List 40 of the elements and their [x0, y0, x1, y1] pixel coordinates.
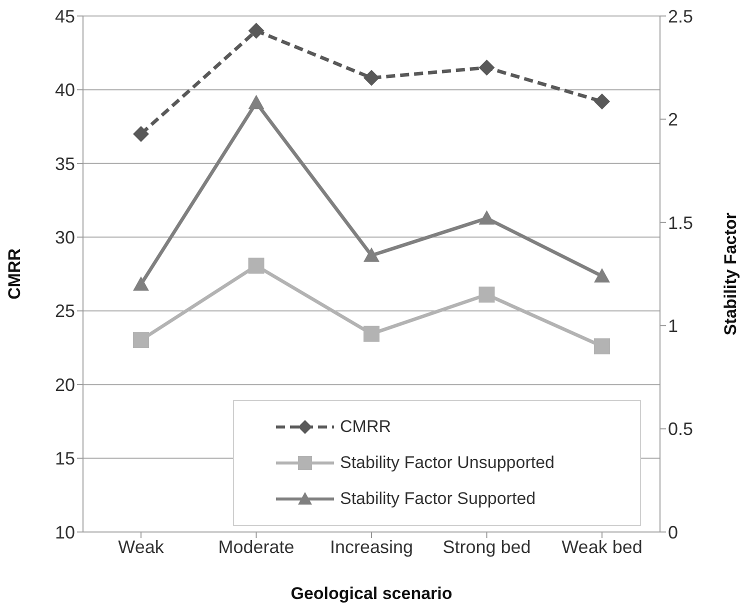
point	[248, 94, 264, 110]
y2-tick-label: 0.5	[668, 419, 694, 440]
y2-axis-title: Stability Factor	[721, 212, 740, 336]
x-tick-label: Moderate	[218, 536, 294, 557]
point	[248, 22, 264, 39]
point	[478, 286, 495, 303]
point	[133, 126, 149, 142]
y-tick-label: 15	[54, 448, 75, 469]
x-tick-label: Strong bed	[442, 536, 531, 557]
x-tick-label: Weak bed	[562, 536, 642, 557]
point	[364, 70, 380, 86]
point	[248, 258, 264, 274]
x-axis-title: Geological scenario	[290, 584, 452, 603]
point	[594, 268, 610, 282]
y-tick-label: 20	[54, 374, 75, 395]
y2-tick-label: 2	[668, 110, 678, 130]
point	[594, 338, 610, 354]
y-tick-label: 25	[54, 301, 75, 322]
point	[594, 94, 610, 110]
y-tick-label: 45	[54, 6, 75, 26]
legend-label: Stability Factor Supported	[340, 489, 536, 509]
y-tick-label: 40	[54, 80, 75, 100]
x-tick-label: Weak	[118, 536, 165, 557]
point	[364, 247, 380, 262]
legend-label: Stability Factor Unsupported	[340, 453, 554, 473]
point	[133, 332, 149, 348]
y-tick-label: 10	[54, 522, 75, 542]
x-tick-label: Increasing	[330, 536, 414, 557]
y-axis-title: CMRR	[5, 248, 24, 300]
point	[364, 326, 380, 342]
y-tick-label: 35	[54, 154, 75, 174]
y2-tick-label: 2.5	[668, 6, 694, 26]
y2-tick-label: 0	[668, 522, 678, 542]
point	[133, 276, 149, 291]
point	[478, 210, 495, 225]
y2-tick-label: 1	[668, 316, 678, 336]
legend-label: CMRR	[340, 417, 391, 437]
y2-tick-label: 1.5	[668, 212, 694, 233]
point	[478, 60, 495, 76]
y-tick-label: 30	[54, 228, 75, 248]
